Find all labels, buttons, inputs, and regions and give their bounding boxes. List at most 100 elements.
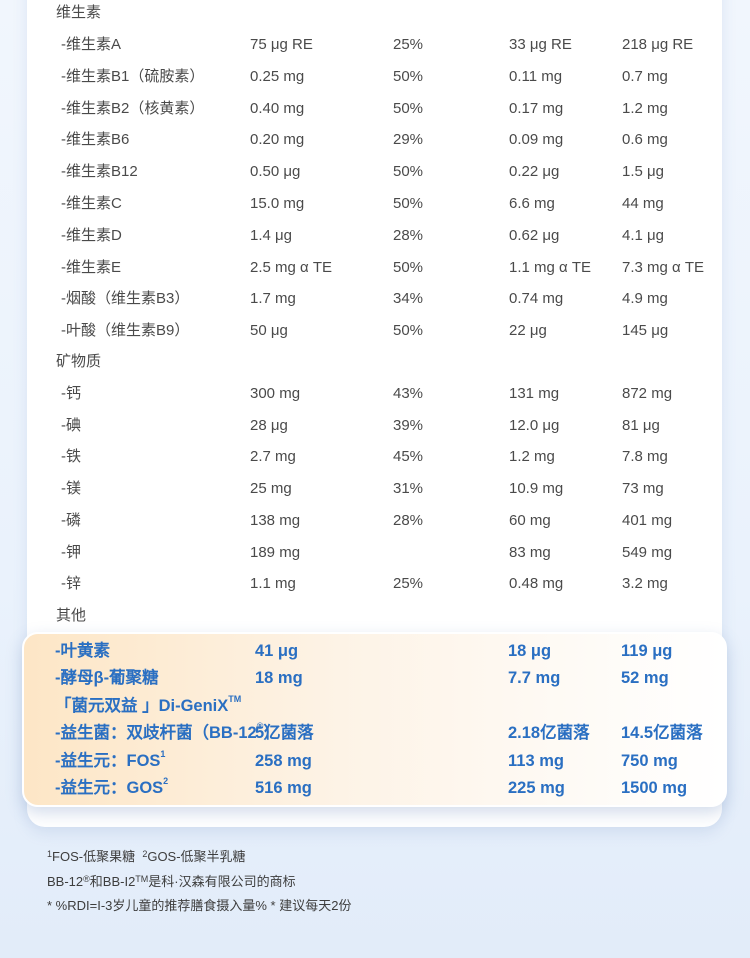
row-per-serving: 44 mg	[622, 195, 664, 212]
row-per100: 113 mg	[508, 752, 564, 770]
row-rdi: 39%	[393, 416, 424, 434]
table-row: -锌 1.1 mg 25% 0.48 mg 3.2 mg	[0, 572, 750, 596]
row-per100: 0.62 μg	[509, 226, 560, 244]
row-per100: 33 μg RE	[509, 36, 572, 53]
section-others: 其他	[56, 607, 87, 624]
table-row: -钙 300 mg 43% 131 mg 872 mg	[0, 382, 750, 406]
row-per100: 0.09 mg	[509, 131, 564, 149]
row-amount: 0.50 μg	[250, 163, 301, 181]
row-name: -钾	[61, 543, 81, 561]
row-rdi: 25%	[393, 575, 424, 593]
table-row: -维生素E 2.5 mg α TE 50% 1.1 mg α TE 7.3 mg α T…	[0, 256, 750, 280]
row-per-serving: 7.8 mg	[622, 448, 668, 466]
row-rdi: 28%	[393, 511, 424, 529]
row-name: -维生素B2（核黄素）	[61, 99, 205, 117]
row-name: -维生素B6	[61, 131, 130, 149]
row-rdi: 50%	[393, 99, 424, 117]
row-name: -维生素C	[61, 195, 122, 212]
row-name: -维生素B12	[61, 163, 138, 181]
row-name: -叶酸（维生素B9）	[61, 322, 190, 340]
row-per-serving: 1500 mg	[621, 779, 688, 797]
row-name: -钙	[61, 385, 81, 402]
row-per-serving: 73 mg	[622, 480, 664, 498]
row-amount: 1.7 mg	[250, 290, 296, 308]
table-row: -烟酸（维生素B3） 1.7 mg 34% 0.74 mg 4.9 mg	[0, 287, 750, 311]
table-row: -镁 25 mg 31% 10.9 mg 73 mg	[0, 477, 750, 501]
table-row: -磷 138 mg 28% 60 mg 401 mg	[0, 509, 750, 533]
row-amount: 18 mg	[255, 669, 303, 687]
row-amount: 41 μg	[255, 642, 299, 660]
row-name: -叶黄素	[55, 642, 110, 660]
row-per100: 22 μg	[509, 322, 547, 340]
row-name: -磷	[61, 511, 81, 529]
row-rdi: 29%	[393, 131, 424, 149]
row-name: -铁	[61, 448, 81, 466]
row-amount: 75 μg RE	[250, 36, 313, 53]
footnote-ref: 2	[163, 776, 169, 786]
footnote-line-3: * %RDI=I-3岁儿童的推荐膳食摄入量% * 建议每天2份	[47, 898, 352, 913]
row-name: -维生素D	[61, 226, 122, 244]
row-amount: 28 μg	[250, 416, 288, 434]
row-per-serving: 401 mg	[622, 511, 673, 529]
row-amount: 15.0 mg	[250, 195, 305, 212]
highlight-row-gos: -益生元：GOS2 516 mg 225 mg 1500 mg	[0, 775, 750, 801]
row-amount: 5亿菌落	[255, 724, 314, 742]
row-per100: 225 mg	[508, 779, 565, 797]
row-name: -锌	[61, 575, 81, 593]
row-rdi: 25%	[393, 36, 424, 53]
row-per-serving: 7.3 mg α TE	[622, 258, 705, 276]
row-amount: 50 μg	[250, 322, 288, 340]
footnote-ref: 1	[160, 749, 166, 759]
row-per-serving: 3.2 mg	[622, 575, 668, 593]
row-amount: 2.7 mg	[250, 448, 296, 466]
footnote-line-1: 1FOS-低聚果糖 2GOS-低聚半乳糖	[47, 849, 246, 864]
footnote-line-2: BB-12®和BB-I2TM是科·汉森有限公司的商标	[47, 874, 296, 889]
table-row: -维生素B12 0.50 μg 50% 0.22 μg 1.5 μg	[0, 160, 750, 184]
row-amount: 138 mg	[250, 511, 301, 529]
row-amount: 0.40 mg	[250, 99, 305, 117]
row-amount: 258 mg	[255, 752, 312, 770]
row-per-serving: 549 mg	[622, 543, 673, 561]
highlight-row-digenix: 「菌元双益 」Di-GeniXTM	[0, 693, 750, 719]
row-rdi: 34%	[393, 290, 424, 308]
row-amount: 2.5 mg α TE	[250, 258, 333, 276]
highlight-row-probiotic: -益生菌：双歧杆菌（BB-12®） 5亿菌落 2.18亿菌落 14.5亿菌落	[0, 720, 750, 746]
row-per-serving: 4.1 μg	[622, 226, 665, 244]
row-name: -维生素A	[61, 36, 122, 53]
row-name: -酵母β-葡聚糖	[55, 669, 159, 687]
table-row: -维生素A 75 μg RE 25% 33 μg RE 218 μg RE	[0, 33, 750, 57]
table-row: -维生素B2（核黄素） 0.40 mg 50% 0.17 mg 1.2 mg	[0, 97, 750, 121]
row-per-serving: 1.2 mg	[622, 99, 668, 117]
section-minerals: 矿物质	[56, 353, 102, 370]
table-row: -叶酸（维生素B9） 50 μg 50% 22 μg 145 μg	[0, 319, 750, 343]
row-per100: 6.6 mg	[509, 195, 555, 212]
row-name: -益生元：FOS1	[55, 749, 166, 770]
highlight-row-fos: -益生元：FOS1 258 mg 113 mg 750 mg	[0, 748, 750, 774]
trademark-mark: TM	[228, 694, 242, 704]
row-amount: 0.25 mg	[250, 67, 305, 85]
row-name: -维生素E	[61, 258, 122, 276]
row-rdi: 28%	[393, 226, 424, 244]
row-per100: 0.11 mg	[509, 67, 563, 85]
row-per100: 0.22 μg	[509, 163, 560, 181]
table-row: -钾 189 mg 83 mg 549 mg	[0, 541, 750, 565]
row-amount: 0.20 mg	[250, 131, 305, 149]
row-per-serving: 0.6 mg	[622, 131, 668, 149]
section-vitamins: 维生素	[56, 4, 102, 21]
row-per100: 0.48 mg	[509, 575, 564, 593]
row-per100: 7.7 mg	[508, 669, 561, 687]
row-name: -维生素B1（硫胺素）	[61, 67, 205, 85]
row-per100: 10.9 mg	[509, 480, 564, 498]
row-per-serving: 218 μg RE	[622, 36, 694, 53]
row-per-serving: 52 mg	[621, 669, 669, 687]
row-per100: 2.18亿菌落	[508, 724, 590, 742]
row-per-serving: 81 μg	[622, 416, 660, 434]
row-amount: 189 mg	[250, 543, 301, 561]
row-name: -碘	[61, 416, 81, 434]
row-per100: 0.74 mg	[509, 290, 564, 308]
row-per100: 0.17 mg	[509, 99, 564, 117]
highlight-row-glucan: -酵母β-葡聚糖 18 mg 7.7 mg 52 mg	[0, 665, 750, 691]
row-per100: 1.2 mg	[509, 448, 555, 466]
row-rdi: 50%	[393, 258, 424, 276]
row-per-serving: 750 mg	[621, 752, 678, 770]
